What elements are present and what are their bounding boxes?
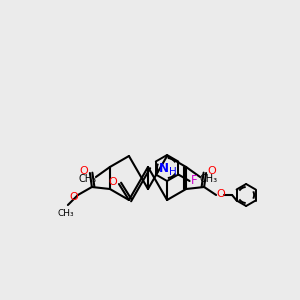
Text: O: O: [70, 192, 78, 202]
Text: CH₃: CH₃: [58, 208, 74, 217]
Text: O: O: [109, 177, 117, 187]
Text: F: F: [191, 175, 198, 188]
Text: H: H: [169, 167, 177, 177]
Text: CH₃: CH₃: [79, 174, 97, 184]
Text: N: N: [159, 161, 169, 175]
Text: CH₃: CH₃: [199, 174, 217, 184]
Text: O: O: [208, 166, 217, 176]
Text: O: O: [217, 189, 226, 199]
Text: O: O: [80, 166, 88, 176]
